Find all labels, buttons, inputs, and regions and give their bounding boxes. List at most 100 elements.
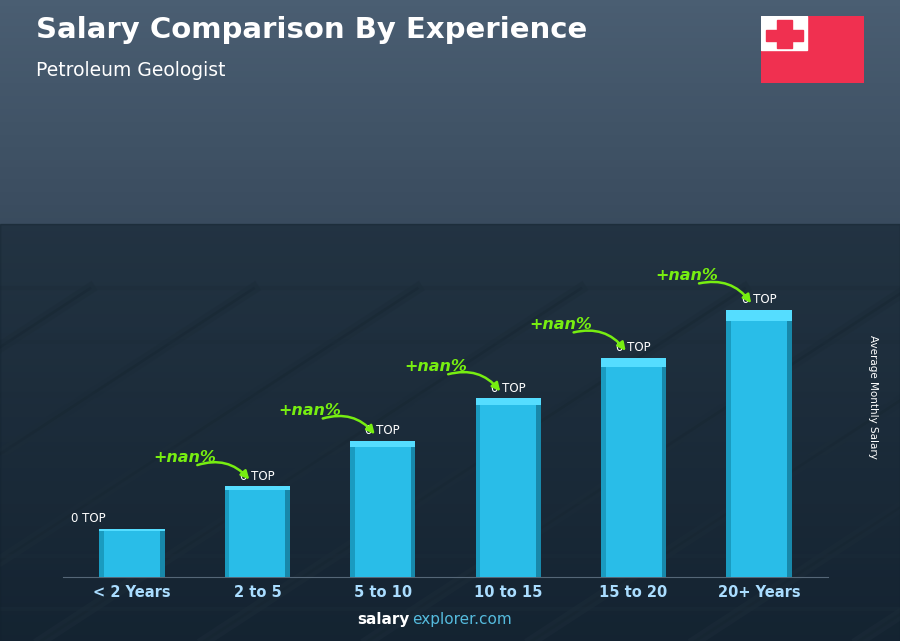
Bar	[0, 224, 900, 231]
Bar	[0, 205, 900, 212]
Bar	[0, 378, 900, 385]
Bar	[0, 58, 900, 64]
Bar	[0, 109, 900, 115]
Bar	[0, 558, 900, 564]
Bar	[225, 487, 290, 577]
Bar	[0, 423, 900, 429]
Bar	[0, 436, 900, 442]
Bar	[0, 64, 900, 71]
Bar	[0, 71, 900, 77]
Bar	[0, 308, 900, 314]
Bar	[0, 628, 900, 635]
Bar	[0, 122, 900, 128]
Bar	[475, 398, 541, 406]
Text: +nan%: +nan%	[655, 268, 717, 283]
Bar	[350, 441, 416, 577]
Bar	[0, 6, 900, 13]
Bar	[99, 529, 165, 577]
Bar	[0, 256, 900, 263]
Bar	[601, 358, 666, 367]
Bar	[0, 269, 900, 276]
Bar	[0, 577, 900, 583]
Text: 0 TOP: 0 TOP	[71, 512, 105, 526]
Text: 0 TOP: 0 TOP	[365, 424, 400, 437]
Bar	[0, 359, 900, 365]
Bar	[0, 192, 900, 199]
Bar	[0, 391, 900, 397]
Bar	[0, 77, 900, 83]
Text: Average Monthly Salary: Average Monthly Salary	[868, 335, 878, 460]
Bar	[726, 310, 731, 577]
Bar	[0, 397, 900, 404]
Bar	[0, 224, 900, 641]
Bar	[0, 487, 900, 494]
Bar	[0, 154, 900, 160]
Bar	[0, 0, 900, 6]
Bar	[0, 494, 900, 500]
Bar	[0, 282, 900, 288]
Bar	[0, 583, 900, 590]
Bar	[0, 179, 900, 186]
Bar	[0, 301, 900, 308]
Bar	[0, 365, 900, 372]
Bar	[0, 244, 900, 250]
Bar	[0, 186, 900, 192]
Bar	[662, 358, 666, 577]
Bar	[0, 404, 900, 410]
Bar	[0, 417, 900, 423]
Bar	[0, 38, 900, 45]
Text: 0 TOP: 0 TOP	[491, 381, 526, 394]
Bar	[0, 218, 900, 224]
Bar	[0, 474, 900, 481]
Bar	[0, 372, 900, 378]
Bar	[0, 90, 900, 96]
Bar	[0, 519, 900, 526]
Bar	[0, 513, 900, 519]
Bar	[0, 103, 900, 109]
Bar	[0, 160, 900, 167]
Bar	[0, 410, 900, 417]
Bar	[225, 487, 230, 577]
Bar	[788, 310, 792, 577]
Bar	[0, 173, 900, 179]
Bar	[0, 500, 900, 506]
Bar	[99, 529, 104, 577]
Text: +nan%: +nan%	[529, 317, 592, 332]
Bar	[0, 609, 900, 615]
Bar	[0, 590, 900, 596]
Bar	[225, 487, 290, 490]
Bar	[0, 26, 900, 32]
Bar	[0, 51, 900, 58]
Bar	[0, 442, 900, 449]
Bar	[99, 529, 165, 531]
Text: salary: salary	[357, 612, 410, 627]
Bar	[0, 532, 900, 538]
Bar	[0, 147, 900, 154]
Bar	[0, 237, 900, 244]
Bar	[0, 538, 900, 545]
Bar	[0, 327, 900, 333]
Text: 0 TOP: 0 TOP	[240, 470, 274, 483]
Bar	[285, 487, 290, 577]
Bar	[0, 545, 900, 551]
Bar	[0, 295, 900, 301]
Bar	[410, 441, 416, 577]
Text: Petroleum Geologist: Petroleum Geologist	[36, 61, 226, 80]
Bar	[0, 13, 900, 19]
Bar	[0, 635, 900, 641]
Bar	[0, 276, 900, 282]
Bar	[0, 128, 900, 135]
Bar	[0, 212, 900, 218]
Bar	[0, 596, 900, 603]
Bar	[0, 506, 900, 513]
Bar	[0, 340, 900, 346]
Bar	[0, 455, 900, 462]
Bar	[0, 429, 900, 436]
Bar	[0, 141, 900, 147]
Bar	[0, 263, 900, 269]
Bar	[0, 615, 900, 622]
Bar	[475, 398, 481, 577]
Bar	[0, 481, 900, 487]
Bar	[726, 310, 792, 321]
Bar	[0, 468, 900, 474]
